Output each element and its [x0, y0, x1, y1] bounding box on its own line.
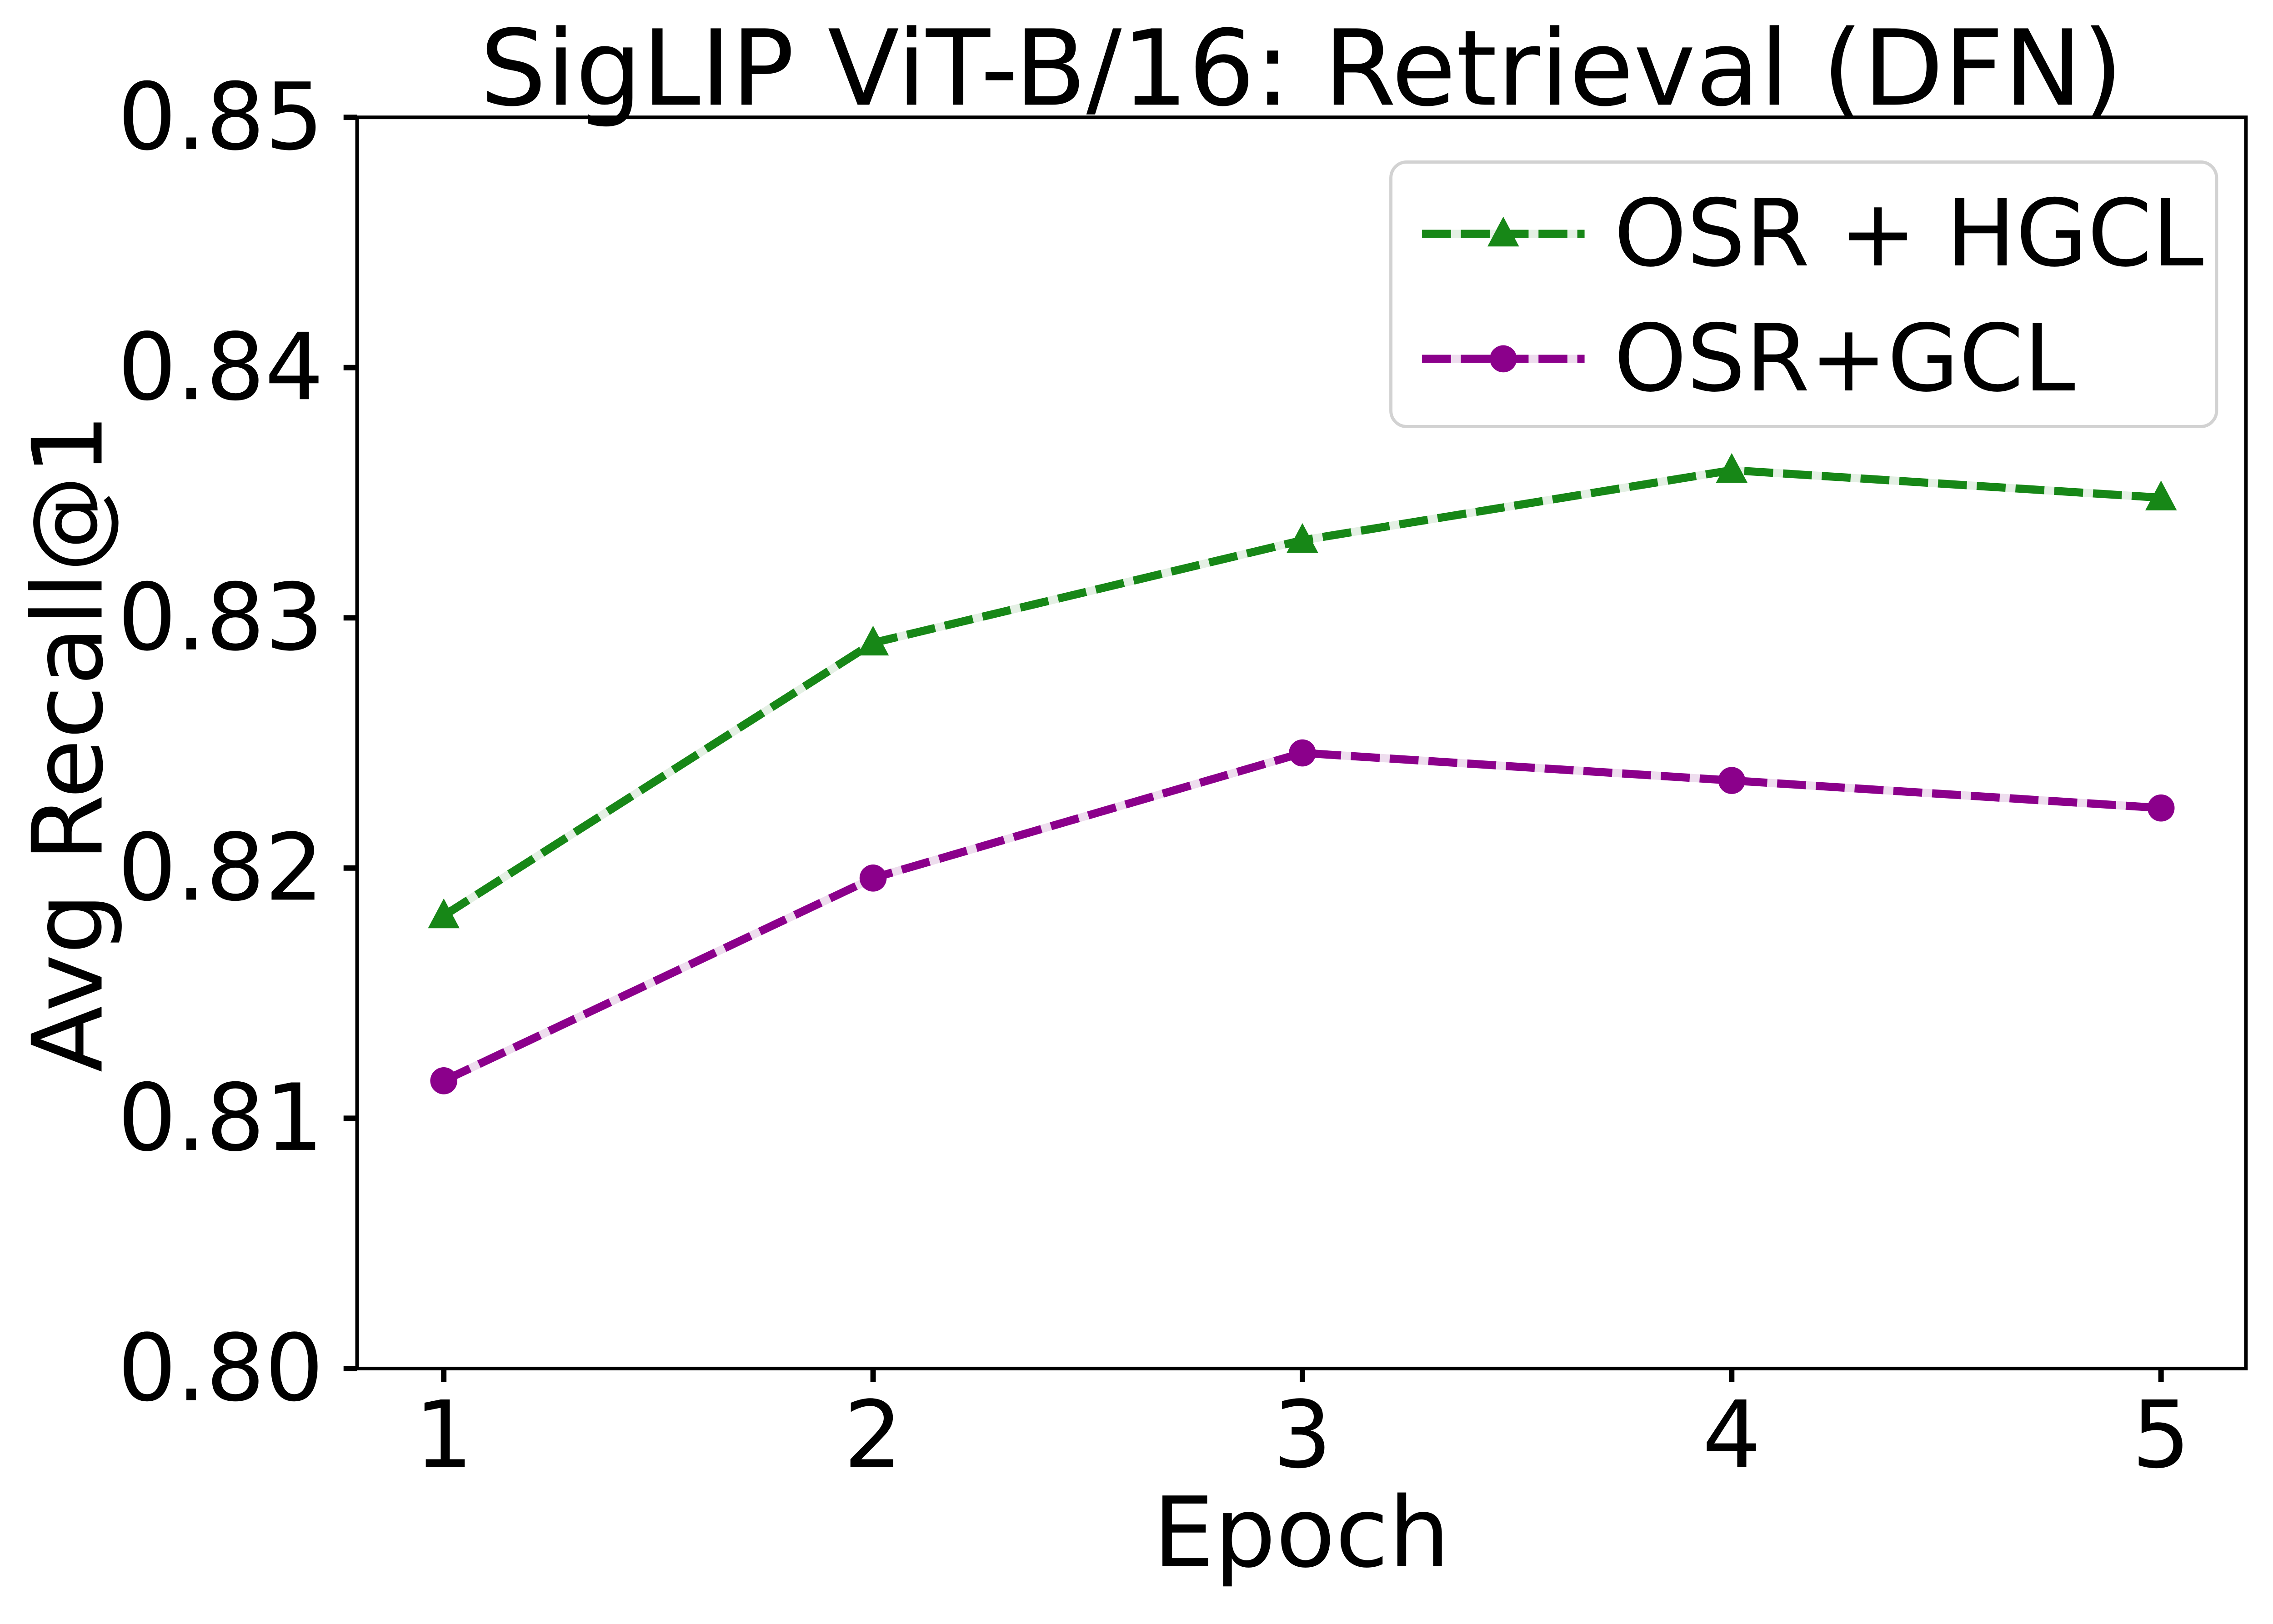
y-tick-label: 0.83: [118, 564, 324, 672]
y-axis-label: Avg Recall@1: [12, 414, 125, 1073]
x-tick-label: 1: [414, 1381, 473, 1489]
series-lines: [428, 453, 2177, 1094]
chart-title: SigLIP ViT-B/16: Retrieval (DFN): [480, 8, 2123, 130]
x-tick-label: 5: [2132, 1381, 2191, 1489]
triangle-marker: [1287, 523, 1318, 553]
x-tick-label: 3: [1273, 1381, 1332, 1489]
triangle-marker: [2145, 480, 2177, 510]
legend-label-osr-gcl: OSR+GCL: [1614, 305, 2075, 413]
legend-label-osr-hgcl: OSR + HGCL: [1614, 180, 2203, 288]
series-osr-gcl-underlay: [442, 749, 2162, 1084]
triangle-marker: [1487, 216, 1519, 247]
circle-marker: [1718, 767, 1746, 794]
legend-samples: [1422, 216, 1585, 373]
y-tick-label: 0.82: [118, 814, 324, 922]
y-tick-label: 0.85: [118, 64, 324, 171]
x-tick-label: 2: [844, 1381, 903, 1489]
triangle-marker: [857, 625, 889, 656]
circle-marker: [1289, 739, 1316, 767]
x-tick-label: 4: [1702, 1381, 1762, 1489]
legend-box: [1389, 160, 2218, 428]
triangle-marker: [1716, 453, 1748, 483]
circle-marker: [430, 1067, 457, 1094]
y-axis-ticks: 0.80 0.81 0.82 0.83 0.84 0.85: [118, 64, 357, 1422]
y-tick-label: 0.80: [118, 1314, 324, 1422]
circle-marker: [2147, 794, 2175, 822]
x-axis-ticks: 1 2 3 4 5: [414, 1368, 2191, 1489]
plot-area-spines: [355, 115, 2248, 1370]
legend: OSR + HGCL OSR+GCL: [1389, 160, 2218, 428]
circle-marker: [1490, 345, 1517, 373]
y-tick-label: 0.84: [118, 314, 324, 421]
x-axis-label: Epoch: [1153, 1477, 1450, 1589]
circle-marker: [859, 864, 887, 892]
triangle-marker: [428, 898, 460, 929]
series-osr-gcl-line: [442, 749, 2162, 1084]
y-tick-label: 0.81: [118, 1064, 324, 1172]
